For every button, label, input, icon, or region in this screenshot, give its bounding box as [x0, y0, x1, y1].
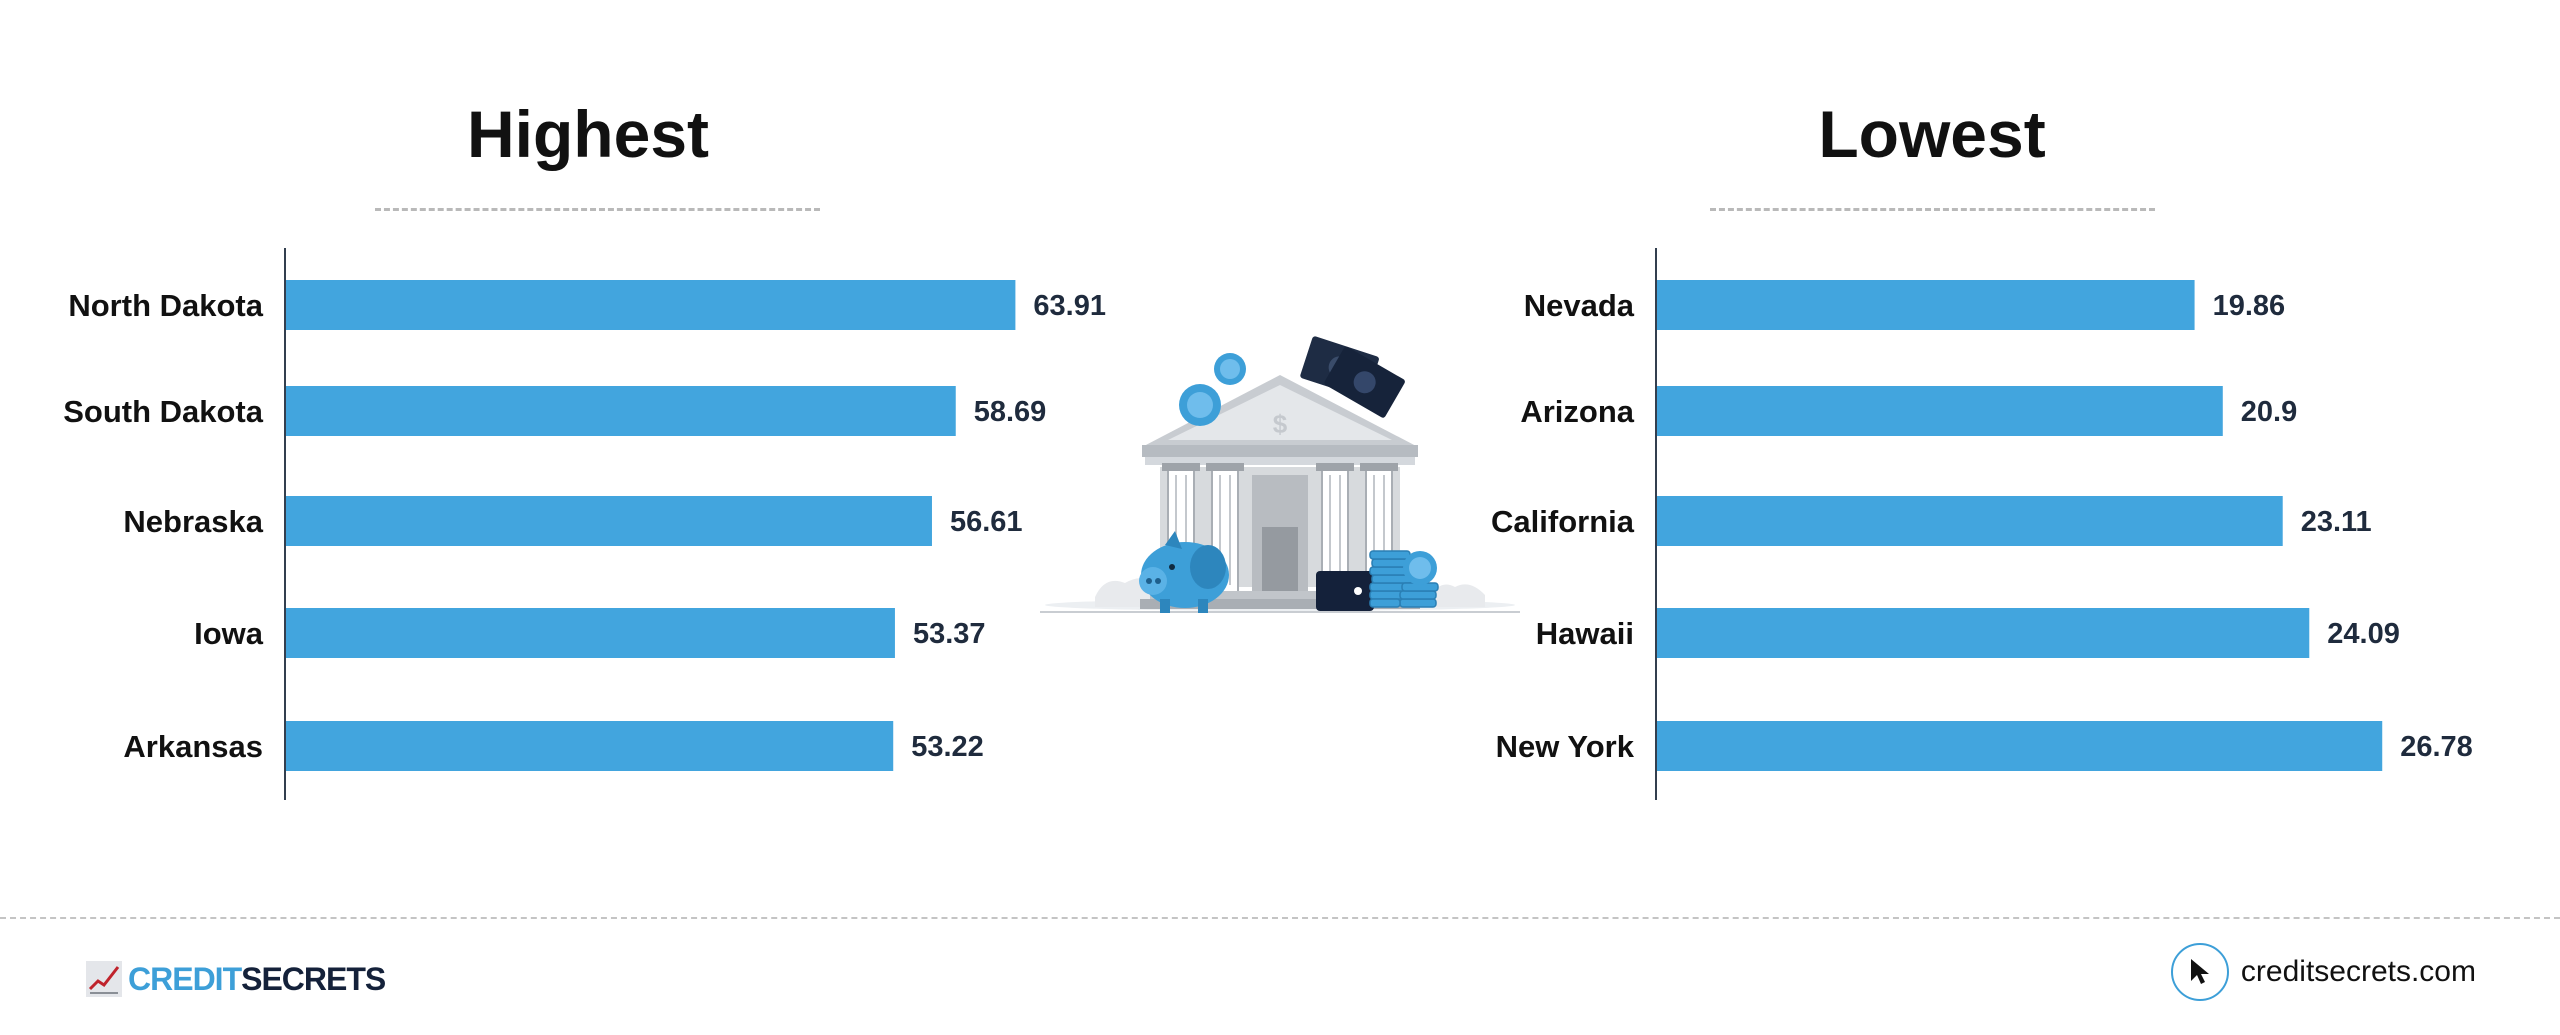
highest-bar-3	[285, 608, 895, 658]
highest-chart-title: Highest	[466, 97, 710, 171]
lowest-bar-chart: Nevada 19.86 Arizona 20.9 California 23.11 Haw…	[1491, 248, 2473, 800]
lowest-chart-title: Lowest	[1818, 97, 2046, 171]
footer-divider	[0, 917, 2560, 919]
rising-chart-icon	[86, 961, 122, 997]
lowest-value-label-0: 19.86	[2213, 290, 2286, 322]
highest-bar-1	[285, 386, 956, 436]
highest-value-label-3: 53.37	[913, 618, 986, 650]
website-link[interactable]: creditsecrets.com	[2170, 940, 2476, 1004]
lowest-bar-2	[1656, 496, 2283, 546]
lowest-bar-1	[1656, 386, 2223, 436]
highest-value-label-2: 56.61	[950, 506, 1023, 538]
highest-title-divider	[375, 208, 820, 211]
lowest-bar-4	[1656, 721, 2383, 771]
website-url[interactable]: creditsecrets.com	[2240, 955, 2476, 988]
lowest-category-label-2: California	[1491, 504, 1635, 539]
highest-value-label-4: 53.22	[911, 731, 984, 763]
highest-value-label-1: 58.69	[974, 396, 1047, 428]
highest-category-label-4: Arkansas	[123, 729, 263, 764]
lowest-title-divider	[1710, 208, 2155, 211]
lowest-category-label-3: Hawaii	[1536, 616, 1634, 651]
brand-word-credit: CREDIT	[128, 960, 242, 997]
lowest-bar-0	[1656, 280, 2195, 330]
highest-bar-4	[285, 721, 894, 771]
svg-text:$: $	[1273, 409, 1288, 439]
lowest-value-label-2: 23.11	[2301, 506, 2372, 538]
highest-bar-0	[285, 280, 1016, 330]
highest-bar-chart: North Dakota 63.91 South Dakota 58.69 Nebras…	[63, 248, 1106, 800]
lowest-category-label-1: Arizona	[1520, 394, 1634, 429]
lowest-value-label-1: 20.9	[2241, 396, 2297, 428]
highest-category-label-0: North Dakota	[68, 288, 263, 323]
bank-with-piggy-bank-and-money-icon: $	[1030, 335, 1530, 635]
highest-category-label-1: South Dakota	[63, 394, 264, 429]
cursor-arrow-icon	[2170, 943, 2229, 1001]
lowest-value-label-3: 24.09	[2327, 618, 2400, 650]
highest-category-label-3: Iowa	[194, 616, 264, 651]
lowest-value-label-4: 26.78	[2400, 731, 2473, 763]
credit-secrets-logo: CREDIT SECRETS	[86, 958, 386, 1000]
highest-value-label-0: 63.91	[1033, 290, 1106, 322]
lowest-category-label-0: Nevada	[1524, 288, 1635, 323]
highest-bar-2	[285, 496, 932, 546]
lowest-category-label-4: New York	[1496, 729, 1635, 764]
lowest-bar-3	[1656, 608, 2310, 658]
highest-category-label-2: Nebraska	[123, 504, 263, 539]
brand-word-secrets: SECRETS	[241, 960, 386, 997]
